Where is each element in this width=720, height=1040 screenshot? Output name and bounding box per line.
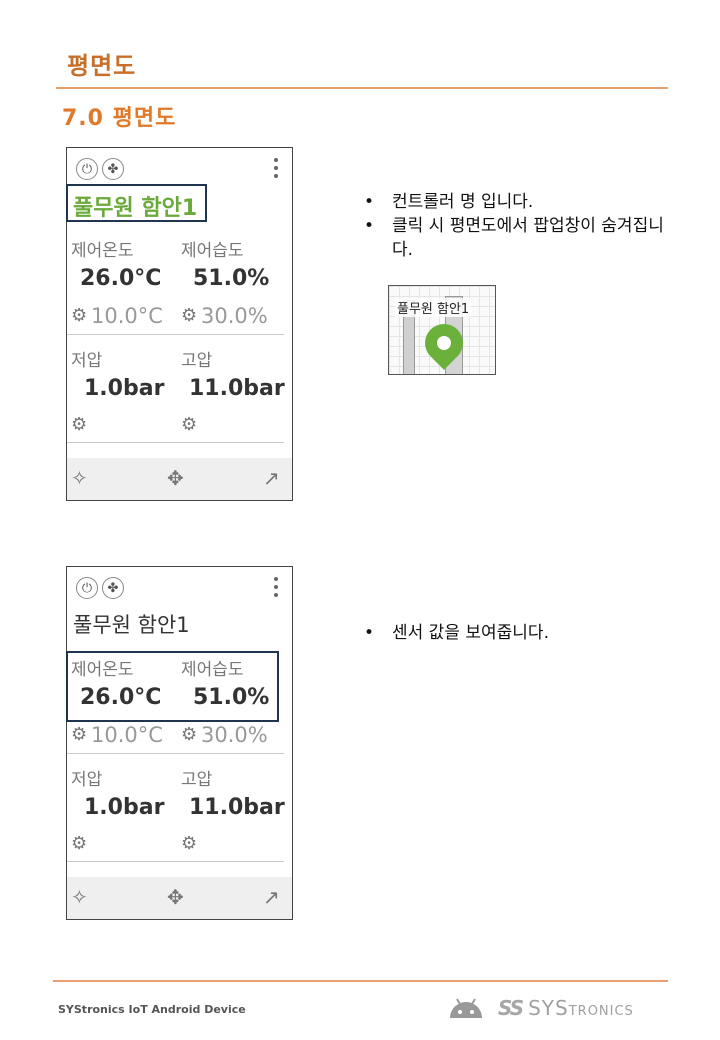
logo-text: SYSTRONICS <box>528 996 634 1020</box>
header-divider <box>56 87 668 89</box>
pin-icon[interactable]: ✧ <box>71 885 88 909</box>
high-pressure-gear-icon[interactable]: ⚙ <box>181 833 198 854</box>
highlight-sensor-values <box>66 651 279 722</box>
low-pressure-value: 1.0bar <box>84 376 165 401</box>
fan-icon[interactable]: ✤ <box>102 158 124 180</box>
humidity-setpoint-gear-icon[interactable]: ⚙ <box>181 724 198 745</box>
map-pin-dot <box>437 336 451 350</box>
humidity-value: 51.0% <box>193 266 270 291</box>
notes-sensor-values: 센서 값을 보여줍니다. <box>364 621 664 645</box>
footer-divider <box>53 980 668 982</box>
systronics-logo: SS SYSTRONICS <box>498 996 634 1020</box>
temp-label: 제어온도 <box>71 660 134 680</box>
footer-text: SYStronics IoT Android Device <box>58 1003 246 1016</box>
temp-setpoint-gear-icon[interactable]: ⚙ <box>71 305 88 326</box>
divider <box>67 334 284 335</box>
power-icon[interactable]: ⏻ <box>76 158 98 180</box>
temp-label: 제어온도 <box>71 241 134 261</box>
more-menu-icon[interactable] <box>273 156 279 180</box>
card-footer: ✧ ✥ ↗ <box>67 877 292 919</box>
temp-setpoint-gear-icon[interactable]: ⚙ <box>71 724 88 745</box>
controller-name[interactable]: 풀무원 함안1 <box>73 613 190 637</box>
note-item: 컨트롤러 명 입니다. <box>364 190 664 214</box>
high-pressure-label: 고압 <box>181 770 213 790</box>
low-pressure-gear-icon[interactable]: ⚙ <box>71 833 88 854</box>
controller-card-1: ⏻ ✤ 풀무원 함안1 제어온도 제어습도 26.0°C 51.0% ⚙ 10.… <box>66 147 293 501</box>
android-icon <box>450 998 482 1018</box>
power-icon[interactable]: ⏻ <box>76 577 98 599</box>
humidity-setpoint[interactable]: 30.0% <box>201 304 268 328</box>
humidity-setpoint[interactable]: 30.0% <box>201 723 268 747</box>
temp-setpoint[interactable]: 10.0°C <box>91 304 163 328</box>
pin-icon[interactable]: ✧ <box>71 466 88 490</box>
control-icons: ⏻ ✤ <box>76 158 124 180</box>
controller-card-2: ⏻ ✤ 풀무원 함안1 제어온도 제어습도 26.0°C 51.0% ⚙ 10.… <box>66 566 293 920</box>
high-pressure-value: 11.0bar <box>189 376 285 401</box>
high-pressure-gear-icon[interactable]: ⚙ <box>181 414 198 435</box>
note-item: 센서 값을 보여줍니다. <box>364 621 664 645</box>
page-header-title: 평면도 <box>67 52 137 80</box>
note-item: 클릭 시 평면도에서 팝업창이 숨겨집니다. <box>364 214 664 262</box>
high-pressure-value: 11.0bar <box>189 795 285 820</box>
humidity-label: 제어습도 <box>181 660 244 680</box>
more-menu-icon[interactable] <box>273 575 279 599</box>
card-footer: ✧ ✥ ↗ <box>67 458 292 500</box>
divider <box>67 442 284 443</box>
high-pressure-label: 고압 <box>181 351 213 371</box>
highlight-controller-name <box>66 184 207 222</box>
logo-mark: SS <box>498 996 524 1020</box>
control-icons: ⏻ ✤ <box>76 577 124 599</box>
divider <box>67 753 284 754</box>
low-pressure-label: 저압 <box>71 770 103 790</box>
section-title: 7.0 평면도 <box>62 106 177 131</box>
fan-icon[interactable]: ✤ <box>102 577 124 599</box>
temp-setpoint[interactable]: 10.0°C <box>91 723 163 747</box>
floorplan-thumbnail: 풀무원 함안1 <box>388 285 496 375</box>
humidity-setpoint-gear-icon[interactable]: ⚙ <box>181 305 198 326</box>
controller-name[interactable]: 풀무원 함안1 <box>73 196 198 221</box>
share-icon[interactable]: ↗ <box>263 885 280 909</box>
humidity-value: 51.0% <box>193 685 270 710</box>
notes-controller-name: 컨트롤러 명 입니다. 클릭 시 평면도에서 팝업창이 숨겨집니다. <box>364 190 664 262</box>
low-pressure-gear-icon[interactable]: ⚙ <box>71 414 88 435</box>
move-icon[interactable]: ✥ <box>167 466 184 490</box>
thumbnail-controller-label: 풀무원 함안1 <box>395 298 472 317</box>
share-icon[interactable]: ↗ <box>263 466 280 490</box>
low-pressure-label: 저압 <box>71 351 103 371</box>
temp-value: 26.0°C <box>80 266 162 291</box>
move-icon[interactable]: ✥ <box>167 885 184 909</box>
humidity-label: 제어습도 <box>181 241 244 261</box>
low-pressure-value: 1.0bar <box>84 795 165 820</box>
divider <box>67 861 284 862</box>
temp-value: 26.0°C <box>80 685 162 710</box>
